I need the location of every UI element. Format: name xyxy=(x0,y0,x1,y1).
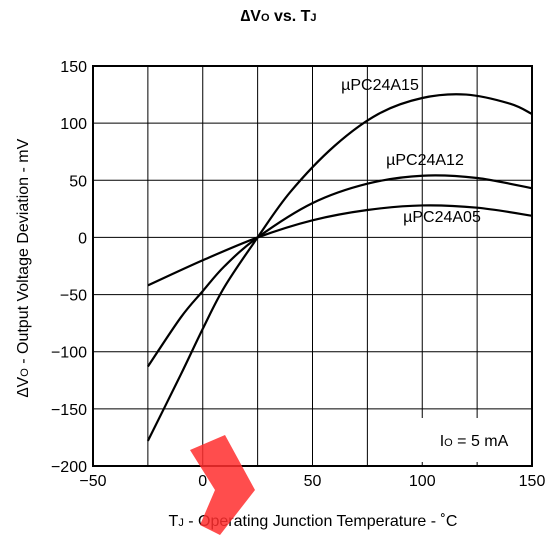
series-labels: µPC24A15 µPC24A12 µPC24A05 xyxy=(341,77,481,226)
y-tick-label: 0 xyxy=(78,230,87,247)
series-line-1 xyxy=(146,174,533,368)
x-tick-label: 50 xyxy=(304,473,322,490)
watermark-shape xyxy=(190,435,255,535)
y-tick-label: 150 xyxy=(60,59,87,76)
x-tick-label: 0 xyxy=(198,473,207,490)
y-tick-label: −50 xyxy=(60,288,87,305)
series-lines xyxy=(146,93,533,442)
y-tick-label: −150 xyxy=(51,402,87,419)
title-mid: vs. T xyxy=(269,8,311,25)
series-label-1: µPC24A12 xyxy=(386,152,464,169)
plot-frame xyxy=(92,65,533,467)
tick-labels: −50 0 50 100 150 150 100 50 0 −50 −100 −150 −200 xyxy=(51,59,545,490)
x-tick-label: 150 xyxy=(519,473,546,490)
title-t-subscript: J xyxy=(310,12,317,24)
annotation-box xyxy=(418,418,530,462)
title-v-subscript: O xyxy=(260,12,270,24)
chart-title: ∆VO vs. TJ xyxy=(0,8,557,26)
series-label-0: µPC24A15 xyxy=(341,77,419,94)
title-v: V xyxy=(250,8,261,25)
y-axis-label: ∆VO - Output Voltage Deviation - mV xyxy=(15,138,32,397)
x-tick-label: −50 xyxy=(79,473,106,490)
y-tick-label: −200 xyxy=(51,459,87,476)
series-label-2: µPC24A05 xyxy=(403,209,481,226)
annotation: IO = 5 mA xyxy=(440,433,509,450)
series-line-2 xyxy=(147,204,533,287)
x-tick-label: 100 xyxy=(409,473,436,490)
grid xyxy=(93,66,532,466)
title-delta-symbol: ∆ xyxy=(240,8,251,25)
x-axis-label: TJ - Operating Junction Temperature - ˚C xyxy=(169,513,458,530)
y-tick-label: 100 xyxy=(60,116,87,133)
y-tick-label: −100 xyxy=(51,345,87,362)
y-tick-label: 50 xyxy=(69,173,87,190)
series-line-0 xyxy=(146,93,533,442)
